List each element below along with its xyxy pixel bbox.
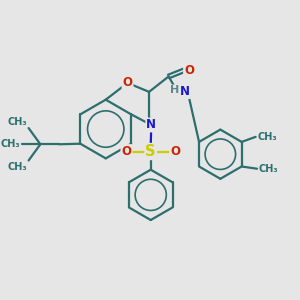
Text: CH₃: CH₃ (1, 139, 20, 149)
Text: H: H (170, 85, 179, 95)
Text: O: O (122, 76, 133, 89)
Text: S: S (146, 144, 156, 159)
Text: CH₃: CH₃ (258, 164, 278, 174)
Text: CH₃: CH₃ (8, 162, 27, 172)
Text: CH₃: CH₃ (8, 117, 27, 127)
Text: CH₃: CH₃ (257, 132, 277, 142)
Text: O: O (184, 64, 194, 77)
Text: O: O (170, 145, 180, 158)
Text: N: N (146, 118, 156, 131)
Text: O: O (122, 145, 131, 158)
Text: N: N (180, 85, 190, 98)
